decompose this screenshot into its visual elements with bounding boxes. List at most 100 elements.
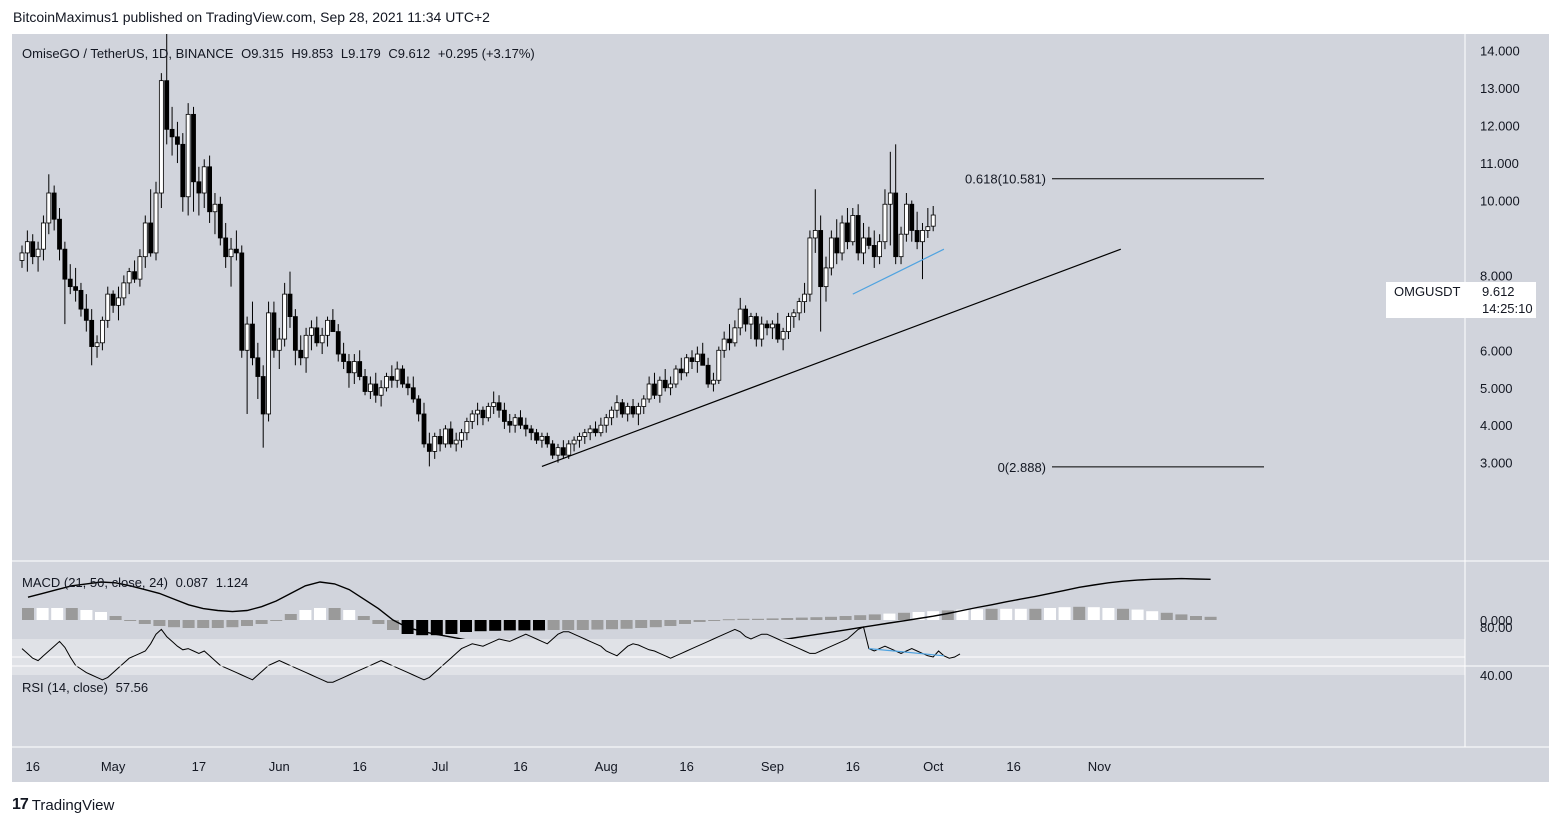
candle: [705, 357, 711, 388]
footer-brand[interactable]: TradingView: [31, 796, 115, 814]
candle: [303, 327, 309, 373]
time-axis-tick: 16: [1006, 759, 1020, 774]
candle-body: [770, 323, 775, 329]
candle-body: [78, 289, 84, 310]
candle-body: [909, 203, 915, 231]
candle-body: [828, 237, 834, 269]
candle: [437, 428, 443, 452]
candle-body: [920, 230, 925, 243]
chart-svg[interactable]: 1(15.336)0.618(10.581)0(2.888) 1 USDT15.…: [12, 34, 1549, 782]
candle-body: [898, 233, 904, 258]
candle: [196, 166, 202, 216]
macd-histogram-bar: [708, 620, 721, 621]
candle-body: [603, 417, 609, 426]
candle-body: [201, 166, 207, 194]
candle-body: [180, 143, 186, 198]
candle: [191, 106, 196, 212]
candle: [839, 215, 845, 261]
candle-body: [861, 237, 866, 254]
publisher-header: BitcoinMaximus1 published on TradingView…: [13, 9, 490, 25]
candle-body: [282, 293, 288, 340]
candle: [255, 342, 261, 399]
macd-histogram-bar: [795, 617, 808, 620]
candle: [314, 316, 320, 347]
candle-body: [587, 428, 593, 434]
macd-histogram-bar: [124, 620, 137, 621]
candle-body: [593, 428, 598, 434]
candle-body: [362, 376, 368, 392]
candle-body: [550, 443, 556, 456]
candle-body: [207, 166, 213, 213]
candle: [560, 440, 566, 459]
price-axis-tick: 11.000: [1480, 156, 1519, 171]
candle-body: [292, 316, 298, 351]
macd-histogram-bar: [357, 616, 370, 620]
candles-layer: [19, 34, 936, 467]
candle: [341, 342, 347, 370]
candle: [400, 365, 405, 388]
candle-body: [228, 248, 234, 258]
candle: [309, 320, 314, 351]
macd-histogram-bar: [1146, 611, 1159, 620]
candle-body: [443, 428, 448, 445]
candle-body: [475, 409, 481, 415]
macd-histogram-bar: [1160, 612, 1173, 620]
macd-histogram-bar: [168, 620, 180, 628]
candle-body: [641, 398, 647, 407]
candle: [201, 159, 207, 208]
candle: [727, 324, 732, 351]
candle-body: [341, 353, 347, 362]
candle: [861, 222, 866, 265]
candle: [164, 34, 170, 145]
candle: [791, 309, 797, 328]
candle: [689, 350, 695, 370]
candle: [276, 327, 282, 370]
candle: [845, 207, 850, 250]
candle: [920, 222, 925, 280]
candle-body: [662, 379, 668, 389]
candle-body: [893, 192, 899, 258]
price-axis-tick: 6.000: [1480, 343, 1513, 358]
candle: [175, 121, 180, 164]
candle-body: [786, 316, 791, 332]
candle-body: [711, 379, 716, 385]
high-label: H: [291, 46, 301, 61]
candle: [250, 301, 255, 366]
candle: [657, 376, 663, 403]
candle-body: [142, 222, 148, 258]
macd-histogram-bar: [95, 612, 107, 620]
candle: [394, 361, 400, 388]
chart-area[interactable]: 1(15.336)0.618(10.581)0(2.888) 1 USDT15.…: [12, 34, 1549, 782]
candle-body: [507, 421, 513, 426]
candle-body: [657, 379, 663, 396]
close-label: C: [388, 46, 398, 61]
candle: [828, 230, 834, 276]
candle: [818, 215, 824, 332]
time-axis-tick: 16: [513, 759, 527, 774]
candle: [501, 402, 507, 429]
macd-histogram-bar: [898, 612, 910, 620]
candle-body: [555, 447, 561, 456]
candle: [51, 185, 57, 231]
macd-histogram-bar: [752, 618, 764, 620]
candle: [443, 425, 448, 448]
candle: [448, 421, 454, 448]
macd-histogram-bar: [854, 615, 867, 620]
candle-body: [491, 402, 497, 407]
rsi-title: RSI (14, close): [22, 680, 108, 695]
candle: [850, 207, 856, 246]
candle: [512, 413, 518, 433]
candle: [142, 215, 148, 268]
candle-body: [705, 364, 711, 385]
price-axis-tick: 13.000: [1480, 81, 1520, 96]
candle-body: [737, 308, 743, 329]
candle-body: [496, 402, 502, 411]
candle: [603, 413, 609, 433]
candle: [759, 316, 765, 347]
candle: [904, 193, 909, 242]
time-axis-tick: 16: [25, 759, 39, 774]
candle-body: [250, 323, 255, 359]
candle: [598, 417, 604, 437]
candle-body: [480, 409, 486, 419]
candle-body: [421, 413, 427, 445]
